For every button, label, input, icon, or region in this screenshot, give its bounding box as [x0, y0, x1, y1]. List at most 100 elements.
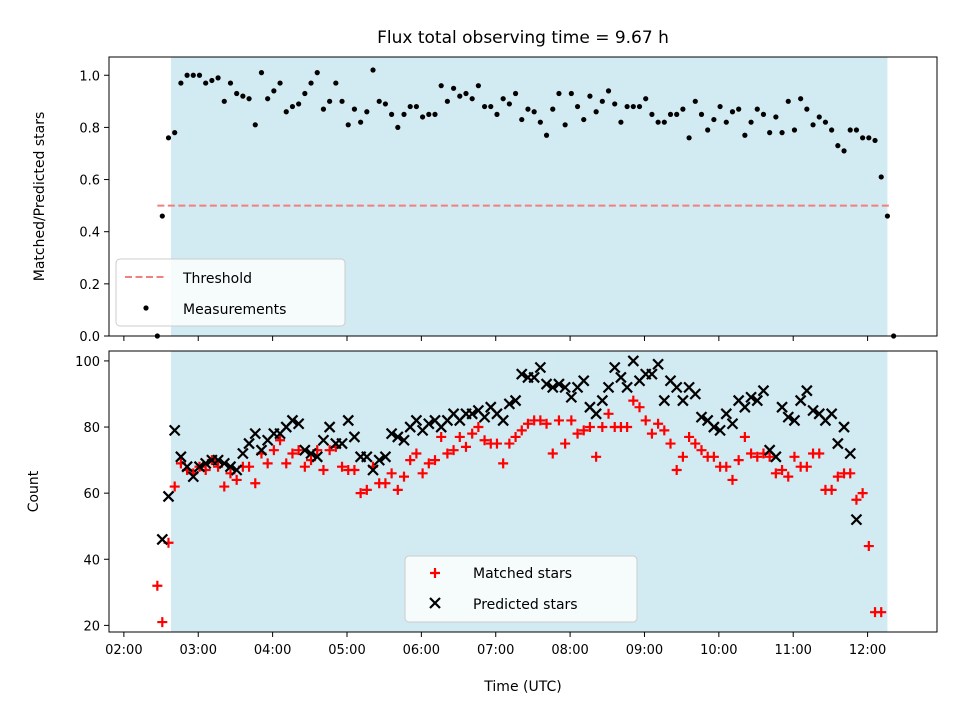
measurement-point: [853, 127, 860, 133]
predicted-star-point: [596, 394, 609, 407]
measurement-point: [884, 213, 891, 219]
matched-star-point: [467, 428, 478, 439]
matched-star-point: [423, 458, 434, 469]
predicted-star-point: [695, 411, 708, 423]
measurement-point: [698, 111, 705, 117]
measurement-point: [649, 111, 655, 117]
measurement-point: [258, 70, 265, 76]
measurement-point: [785, 98, 791, 104]
measurement-point: [215, 75, 221, 81]
threshold-legend-label: Threshold: [182, 271, 252, 287]
matched-star-point: [770, 468, 781, 479]
measurement-point: [798, 96, 804, 102]
measurement-point: [686, 135, 692, 141]
matched-star-point: [801, 461, 812, 472]
matched-star-point: [152, 580, 163, 591]
matched-star-point: [429, 455, 440, 466]
predicted-star-point: [392, 431, 404, 443]
measurement-point: [519, 116, 525, 123]
matched-star-point: [454, 431, 465, 442]
matched-star-point: [522, 418, 533, 429]
predicted-star-point: [193, 460, 206, 473]
chart-title: Flux total observing time = 9.67 h: [377, 28, 669, 48]
measurement-point: [184, 72, 190, 78]
matched-star-point: [826, 484, 837, 495]
predicted-star-point: [615, 371, 627, 384]
matched-star-point: [752, 451, 763, 462]
matched-star-point: [349, 465, 360, 476]
predicted-star-point: [658, 394, 671, 407]
predicted-star-point: [708, 421, 720, 433]
measurement-point: [878, 174, 884, 180]
measurement-point: [506, 101, 512, 107]
measurement-point: [172, 130, 178, 136]
predicted-star-point: [553, 378, 565, 390]
measurement-point: [754, 106, 760, 112]
matched-star-point: [547, 448, 558, 459]
predicted-star-point: [255, 444, 268, 456]
bottom-y-tick-label: 20: [83, 619, 100, 634]
predicted-star-point: [212, 454, 224, 466]
matched-star-point: [157, 617, 168, 628]
matched-star-point: [268, 445, 279, 456]
matched-star-point: [219, 481, 230, 492]
matched-star-point: [262, 458, 273, 469]
matched-star-point: [392, 484, 403, 495]
measurement-point: [512, 90, 519, 97]
measurement-point: [711, 116, 717, 123]
measurement-point: [240, 93, 246, 99]
predicted-star-point: [423, 417, 435, 430]
bottom-panel: 20 40 60 80 100 02:00 03:00 04:00 05:00 06:00 07:0…: [75, 350, 938, 658]
matched-star-point: [244, 461, 255, 472]
x-axis-label: Time (UTC): [483, 679, 561, 695]
predicted-star-point: [677, 394, 689, 407]
predicted-star-point: [608, 361, 621, 374]
matched-star-point: [851, 494, 862, 505]
matched-star-point: [584, 422, 595, 433]
matched-star-point: [287, 448, 298, 459]
matched-star-point: [169, 481, 180, 492]
matched-star-point: [572, 428, 583, 439]
matched-star-point: [231, 474, 242, 485]
matched-star-point: [789, 451, 800, 462]
predicted-star-point: [361, 451, 373, 463]
matched-star-point: [684, 431, 695, 442]
matched-star-point: [739, 431, 750, 442]
predicted-star-point: [832, 437, 844, 450]
measurement-point: [426, 111, 432, 117]
measurement-point: [742, 132, 748, 138]
bottom-y-tick-label: 100: [75, 355, 100, 370]
measurement-point: [550, 106, 556, 112]
matched-star-point: [814, 448, 825, 459]
bottom-y-tick-label: 60: [83, 487, 100, 502]
matched-star-point: [628, 395, 639, 406]
predicted-star-point: [162, 490, 175, 503]
measurement-point: [525, 106, 531, 112]
measurement-point: [661, 119, 667, 125]
predicted-star-point: [726, 417, 739, 430]
measurement-point: [630, 103, 636, 110]
measurement-point: [444, 98, 450, 104]
matched-star-point: [746, 448, 757, 459]
predicted-star-point: [243, 437, 255, 450]
matched-star-point: [417, 468, 428, 479]
measurement-point: [463, 90, 469, 97]
measurement-point: [314, 70, 320, 76]
matched-star-point: [764, 451, 775, 462]
predicted-star-point: [770, 451, 782, 463]
predicted-star-point: [379, 451, 392, 463]
measurement-point: [835, 143, 841, 149]
predicted-star-point: [534, 361, 547, 374]
matched-star-point: [386, 468, 397, 479]
predicted-star-point: [230, 464, 243, 476]
predicted-star-point: [621, 381, 633, 394]
matched-star-point: [721, 461, 732, 472]
top-y-tick-label: 0.6: [79, 174, 100, 189]
predicted-star-point: [218, 457, 231, 470]
predicted-star-point: [168, 424, 181, 437]
predicted-star-point: [342, 414, 355, 427]
x-tick-label: 10:00: [700, 643, 737, 658]
matched-star-point: [560, 438, 571, 449]
matched-star-point: [690, 438, 701, 449]
measurement-point: [209, 77, 215, 84]
